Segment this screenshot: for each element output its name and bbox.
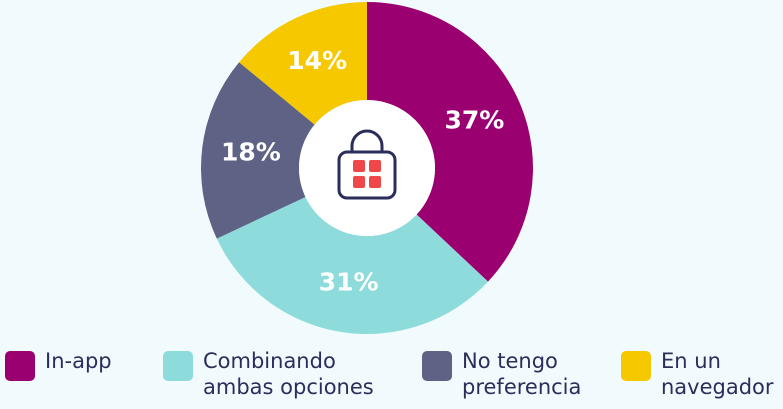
legend-item: En un navegador <box>621 348 783 400</box>
legend-swatch <box>5 351 35 381</box>
slice <box>201 62 315 239</box>
legend-item: No tengo preferencia <box>422 348 612 400</box>
donut <box>201 2 533 335</box>
value-label: 14% <box>287 46 347 75</box>
legend-label: No tengo preferencia <box>462 349 582 399</box>
legend-item: In-app <box>5 348 155 381</box>
slice <box>239 2 367 125</box>
legend: In-app Combinando ambas opciones No tengo … <box>0 348 783 409</box>
legend-item: Combinando ambas opciones <box>163 348 403 400</box>
legend-swatch <box>422 351 452 381</box>
slice <box>367 2 533 282</box>
legend-label: In-app <box>45 349 112 373</box>
legend-label: En un navegador <box>661 349 774 399</box>
legend-label: Combinando ambas opciones <box>203 349 374 399</box>
legend-swatch <box>621 351 651 381</box>
legend-swatch <box>163 351 193 381</box>
slice <box>216 196 489 335</box>
value-label: 18% <box>221 137 281 166</box>
bag-icon <box>337 129 397 200</box>
value-label: 31% <box>319 268 379 297</box>
value-label: 37% <box>444 106 504 135</box>
chart: 37% 31% 18% 14% <box>201 2 533 335</box>
value-labels: 37% 31% 18% 14% <box>221 46 504 296</box>
